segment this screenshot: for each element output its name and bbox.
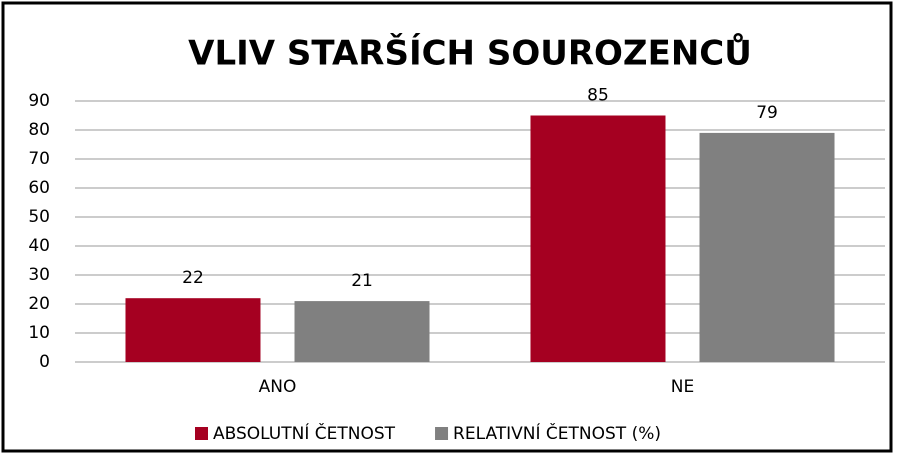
x-tick-label: NE: [671, 377, 694, 397]
y-tick-label: 50: [28, 207, 50, 227]
y-tick-label: 30: [28, 265, 50, 285]
y-tick-label: 70: [28, 149, 50, 169]
y-tick-label: 0: [39, 352, 50, 372]
y-tick-label: 40: [28, 236, 50, 256]
bar: [125, 298, 261, 362]
bar: [530, 115, 666, 362]
y-tick-label: 90: [28, 91, 50, 111]
legend-label: ABSOLUTNÍ ČETNOST: [213, 422, 396, 444]
data-label: 85: [587, 86, 609, 106]
chart-title: VLIV STARŠÍCH SOUROZENCŮ: [188, 33, 752, 74]
data-label: 79: [756, 103, 778, 123]
bar: [699, 132, 835, 362]
bar: [294, 301, 430, 362]
data-label: 21: [351, 271, 373, 291]
legend-swatch: [435, 427, 449, 440]
y-tick-label: 80: [28, 120, 50, 140]
y-tick-label: 60: [28, 178, 50, 198]
y-tick-label: 10: [28, 323, 50, 343]
y-tick-label: 20: [28, 294, 50, 314]
legend-label: RELATIVNÍ ČETNOST (%): [453, 422, 661, 444]
x-tick-label: ANO: [259, 377, 297, 397]
legend-swatch: [195, 427, 208, 440]
data-label: 22: [182, 268, 204, 288]
